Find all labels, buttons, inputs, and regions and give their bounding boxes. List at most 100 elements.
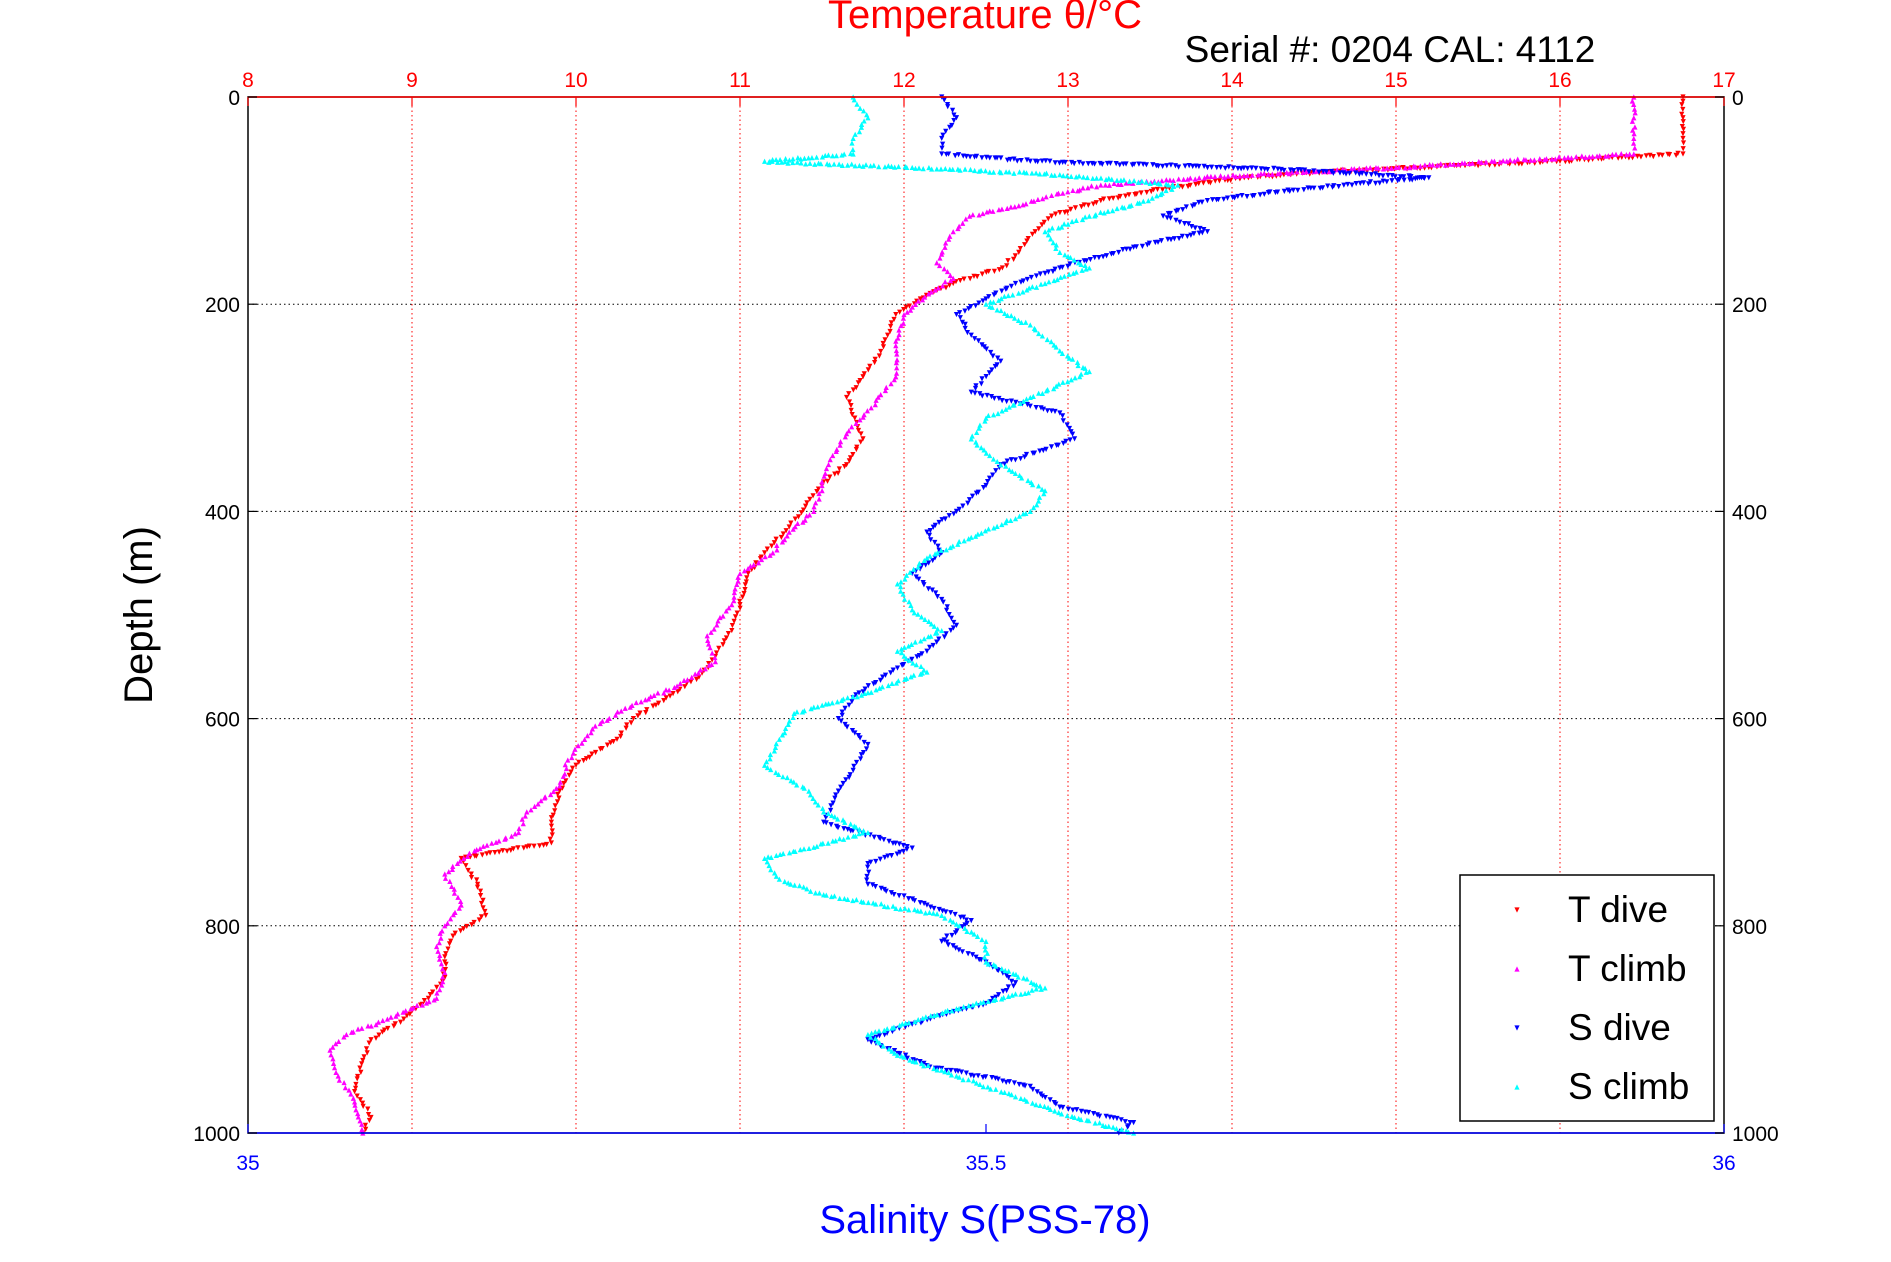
data-point xyxy=(650,703,656,709)
data-point xyxy=(856,826,862,832)
data-point xyxy=(554,799,561,805)
data-point xyxy=(982,168,989,174)
data-point xyxy=(427,991,433,998)
data-point xyxy=(835,825,841,831)
data-point xyxy=(1025,990,1031,996)
data-point xyxy=(931,905,937,912)
data-point xyxy=(1680,135,1686,142)
data-point xyxy=(987,452,993,459)
data-point xyxy=(930,910,936,916)
legend-item-s-climb: S climb xyxy=(1514,1066,1689,1107)
data-point xyxy=(1230,165,1237,171)
data-point xyxy=(1233,173,1239,180)
data-point xyxy=(846,399,853,405)
data-point xyxy=(643,710,649,716)
data-point xyxy=(841,826,847,832)
data-point xyxy=(807,888,814,894)
data-point xyxy=(492,850,498,856)
data-point xyxy=(614,736,620,742)
data-point xyxy=(472,853,478,859)
data-point xyxy=(1053,383,1059,389)
data-point xyxy=(1011,156,1017,162)
data-point xyxy=(1679,111,1685,117)
data-point xyxy=(939,145,945,151)
data-point xyxy=(1015,974,1021,980)
data-point xyxy=(994,523,1000,529)
data-point xyxy=(566,772,572,778)
data-point xyxy=(978,167,984,173)
data-point xyxy=(1552,156,1558,162)
data-point xyxy=(762,158,768,164)
data-point xyxy=(1500,158,1506,164)
data-point xyxy=(354,1076,360,1082)
data-point xyxy=(932,287,938,293)
data-point xyxy=(897,1051,903,1057)
data-point xyxy=(1179,233,1185,239)
data-point xyxy=(931,623,937,629)
data-point xyxy=(563,778,569,784)
data-point xyxy=(1073,217,1079,224)
data-point xyxy=(1002,520,1009,526)
data-point xyxy=(926,909,933,916)
data-point xyxy=(775,159,781,165)
data-point xyxy=(815,704,821,710)
data-point xyxy=(661,698,667,704)
data-point xyxy=(853,446,859,453)
data-point xyxy=(713,650,720,656)
data-point xyxy=(973,1000,979,1006)
data-point xyxy=(1005,984,1011,990)
data-point xyxy=(929,587,935,593)
data-point xyxy=(1065,379,1071,385)
data-point xyxy=(942,279,948,285)
data-point xyxy=(1343,171,1349,177)
data-point xyxy=(881,903,888,909)
data-point xyxy=(450,911,456,918)
data-point xyxy=(1016,1081,1022,1088)
data-point xyxy=(886,838,892,844)
data-point xyxy=(599,718,606,724)
data-point xyxy=(1272,189,1279,196)
data-point xyxy=(967,276,973,282)
data-point xyxy=(1002,310,1008,316)
data-point xyxy=(913,662,919,668)
data-point xyxy=(648,693,654,700)
depth-tick-label-right: 800 xyxy=(1732,916,1767,939)
data-point xyxy=(873,397,879,403)
data-point xyxy=(894,581,901,587)
data-point xyxy=(1127,178,1133,184)
data-point xyxy=(849,698,855,705)
data-point xyxy=(1163,187,1169,194)
data-point xyxy=(771,870,778,876)
data-point xyxy=(442,967,449,973)
data-point xyxy=(973,1080,980,1086)
data-point xyxy=(1497,159,1503,165)
data-point xyxy=(1067,437,1073,443)
data-point xyxy=(962,922,968,928)
data-point xyxy=(1052,160,1058,166)
data-point xyxy=(819,488,825,494)
data-point xyxy=(1076,173,1082,179)
data-point xyxy=(597,746,604,752)
data-point xyxy=(970,212,976,218)
data-point xyxy=(581,758,587,764)
data-point xyxy=(936,519,942,526)
data-point xyxy=(423,1000,430,1006)
data-point xyxy=(1261,191,1267,197)
data-point xyxy=(493,839,499,845)
data-point xyxy=(1121,177,1127,183)
temperature-tick-label: 11 xyxy=(729,69,751,92)
data-point xyxy=(806,845,812,852)
data-point xyxy=(468,871,474,877)
data-point xyxy=(552,803,558,809)
data-point xyxy=(991,395,997,402)
data-point xyxy=(985,961,991,967)
data-point xyxy=(897,1022,903,1028)
data-point xyxy=(1018,456,1024,462)
data-point xyxy=(868,1030,875,1036)
temperature-tick-label: 14 xyxy=(1220,69,1244,92)
data-point xyxy=(1196,230,1202,236)
data-point xyxy=(996,206,1002,213)
data-point xyxy=(1005,258,1011,264)
data-point xyxy=(1110,1124,1116,1130)
data-point xyxy=(1008,398,1014,404)
